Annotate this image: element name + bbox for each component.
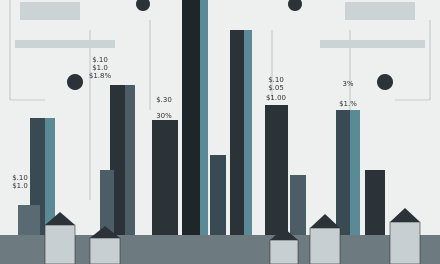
label: $.05 (268, 84, 284, 92)
label: $.30 (156, 96, 172, 104)
text-blocks (15, 2, 425, 48)
label: $1.% (339, 100, 357, 108)
label: 3% (342, 80, 353, 88)
label: 30% (156, 112, 172, 120)
label: $.10 (12, 174, 28, 182)
label: $1.0 (92, 64, 108, 72)
houses (0, 208, 440, 264)
label: $1.0 (12, 182, 28, 190)
label: $.10 (92, 56, 108, 64)
label: $.10 (268, 76, 284, 84)
label: $1.8% (89, 72, 112, 80)
label: $1.00 (266, 94, 286, 102)
icons (67, 0, 393, 90)
